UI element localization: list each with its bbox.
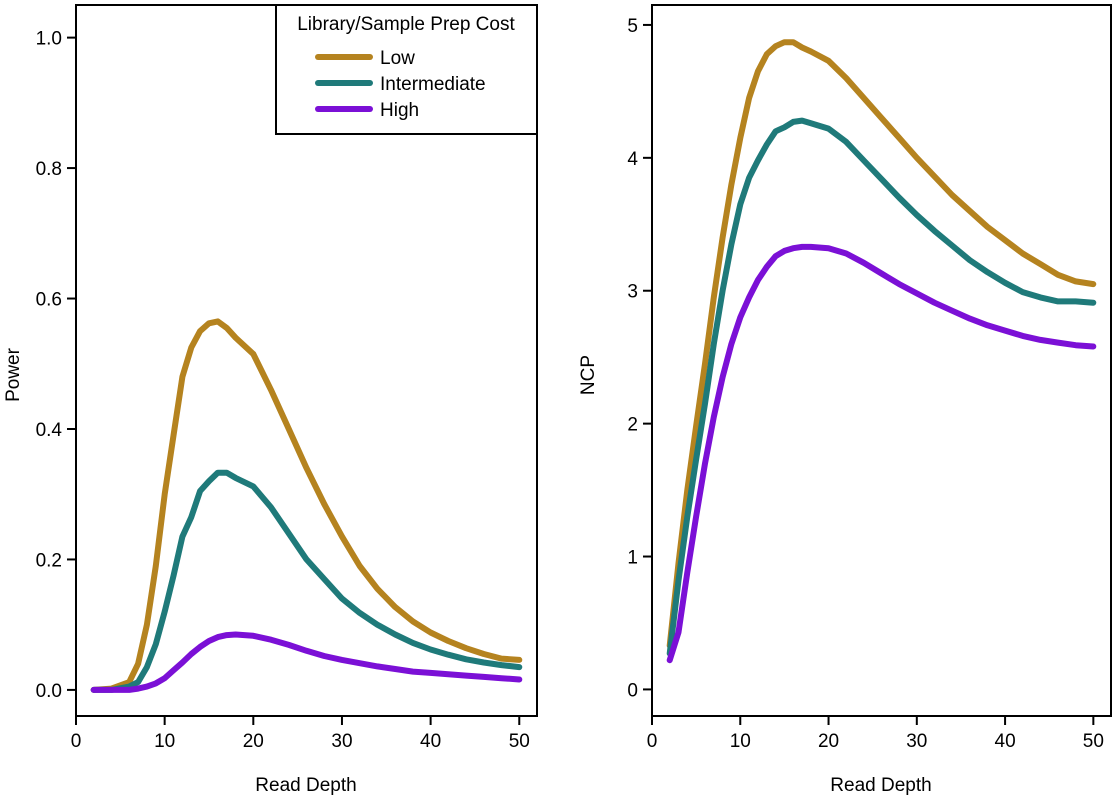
power-series-high-line [90, 631, 523, 693]
power-y-tick-label: 0.2 [36, 550, 62, 571]
ncp-x-axis-title: Read Depth [830, 775, 931, 796]
ncp-y-tick-label: 2 [627, 415, 638, 436]
ncp-y-tick-label: 1 [627, 548, 638, 569]
legend-label-high: High [380, 100, 419, 121]
legend: Library/Sample Prep Cost Low Intermediate… [275, 4, 538, 135]
ncp-x-tick-label: 50 [1083, 731, 1104, 752]
power-x-axis: 0 10 20 30 40 50 [71, 716, 530, 752]
power-series [90, 318, 523, 693]
ncp-x-tick-label: 10 [730, 731, 751, 752]
ncp-y-tick-label: 5 [627, 16, 638, 37]
power-y-tick-label: 0.8 [36, 159, 62, 180]
ncp-series-low-line [666, 39, 1097, 649]
legend-label-intermediate: Intermediate [380, 74, 486, 95]
power-panel: 0 10 20 30 40 50 0.0 0.2 0.4 0.6 0.8 1.0 Read Dept… [3, 4, 538, 796]
power-y-tick-label: 0.0 [36, 681, 62, 702]
ncp-series-high-line [666, 243, 1097, 664]
ncp-y-tick-label: 4 [627, 149, 638, 170]
power-x-axis-title: Read Depth [255, 775, 356, 796]
ncp-series [666, 39, 1097, 664]
legend-box [275, 4, 538, 135]
ncp-x-tick-label: 0 [647, 731, 658, 752]
power-y-tick-label: 0.4 [36, 420, 63, 441]
ncp-plot-frame [651, 4, 1112, 717]
power-y-tick-label: 0.6 [36, 290, 62, 311]
power-x-tick-label: 10 [154, 731, 175, 752]
power-x-tick-label: 50 [509, 731, 530, 752]
ncp-panel: 0 10 20 30 40 50 0 1 2 3 4 5 Read Depth NCP [578, 4, 1112, 796]
ncp-x-axis: 0 10 20 30 40 50 [647, 716, 1104, 752]
power-x-tick-label: 0 [71, 731, 82, 752]
ncp-y-tick-label: 3 [627, 282, 638, 303]
power-series-intermediate-line [90, 469, 523, 693]
ncp-x-tick-label: 30 [906, 731, 927, 752]
power-x-tick-label: 30 [331, 731, 352, 752]
ncp-x-tick-label: 40 [995, 731, 1016, 752]
power-y-tick-label: 1.0 [36, 29, 62, 50]
legend-items: Low Intermediate High [315, 48, 486, 121]
power-y-axis-title: Power [3, 347, 24, 402]
power-series-low-line [90, 318, 523, 693]
power-x-tick-label: 20 [243, 731, 264, 752]
power-x-tick-label: 40 [420, 731, 441, 752]
ncp-y-axis: 0 1 2 3 4 5 [627, 16, 652, 701]
ncp-y-tick-label: 0 [627, 680, 638, 701]
legend-label-low: Low [380, 48, 415, 69]
legend-title: Library/Sample Prep Cost [297, 14, 515, 35]
ncp-x-tick-label: 20 [818, 731, 839, 752]
ncp-series-intermediate-line [666, 117, 1097, 657]
power-y-axis: 0.0 0.2 0.4 0.6 0.8 1.0 [36, 29, 76, 702]
ncp-y-axis-title: NCP [578, 355, 599, 395]
